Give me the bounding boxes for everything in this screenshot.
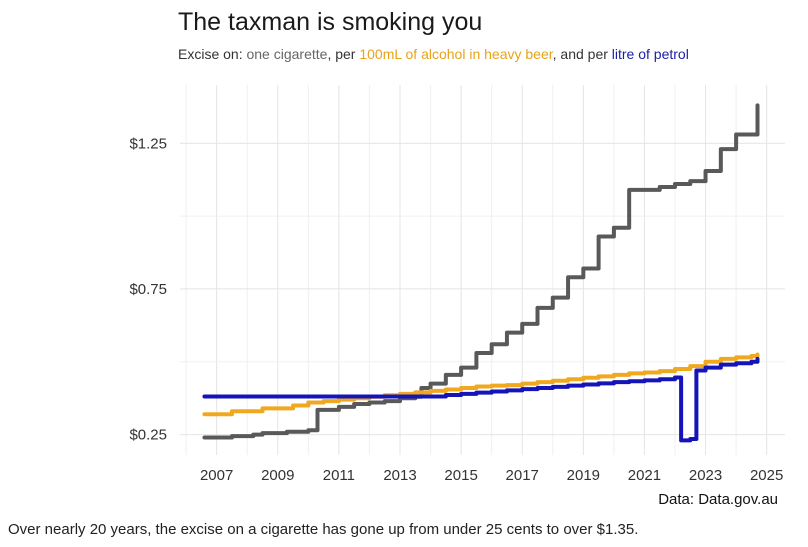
article-caption: Over nearly 20 years, the excise on a ci… [8, 521, 639, 538]
subtitle-sep2: , and per [552, 46, 612, 62]
x-tick-label: 2017 [506, 467, 539, 484]
chart-ticks: 2007 2009 2011 2013 2015 2017 2019 2021 2023 2025… [129, 135, 783, 484]
y-tick-label: $0.75 [129, 281, 167, 298]
subtitle-sep1: , per [327, 46, 360, 62]
data-source: Data: Data.gov.au [658, 491, 778, 508]
series-line-cigarette [202, 103, 760, 440]
y-tick-label: $0.25 [129, 427, 167, 444]
x-tick-label: 2021 [628, 467, 661, 484]
y-tick-label: $1.25 [129, 135, 167, 152]
x-tick-label: 2009 [261, 467, 294, 484]
chart-grid [180, 85, 785, 455]
x-tick-label: 2011 [323, 467, 355, 484]
series-line-beer [202, 352, 760, 417]
chart-subtitle: Excise on: one cigarette, per 100mL of a… [178, 46, 689, 62]
subtitle-petrol: litre of petrol [611, 46, 689, 62]
chart-series [202, 103, 760, 443]
x-tick-label: 2007 [200, 467, 233, 484]
chart-title: The taxman is smoking you [178, 8, 483, 36]
x-tick-label: 2015 [444, 467, 477, 484]
x-tick-label: 2019 [567, 467, 600, 484]
series-line-petrol [202, 356, 760, 443]
x-tick-label: 2013 [383, 467, 416, 484]
x-tick-label: 2023 [689, 467, 722, 484]
subtitle-prefix: Excise on: [178, 46, 247, 62]
subtitle-cigarette: one cigarette [246, 46, 328, 62]
subtitle-beer: 100mL of alcohol in heavy beer [359, 46, 553, 62]
x-tick-label: 2025 [750, 467, 783, 484]
